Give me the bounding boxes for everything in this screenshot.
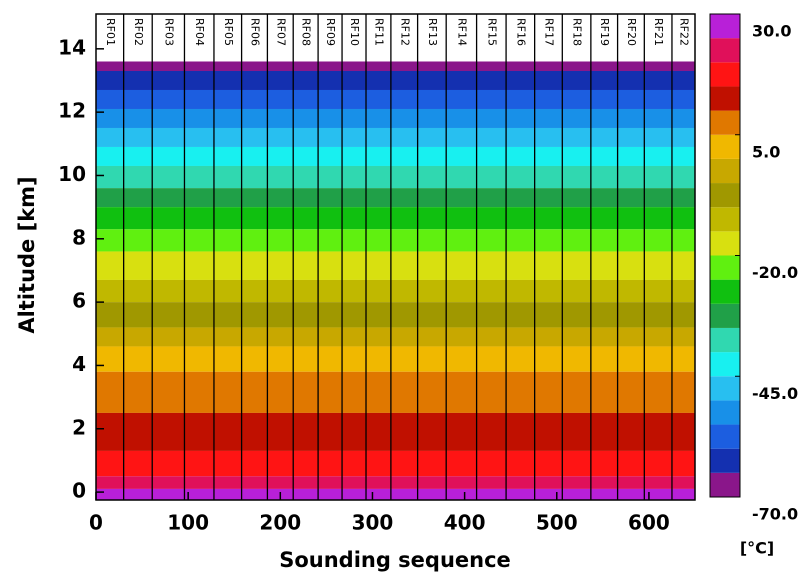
flight-label: RF01 [104, 18, 117, 46]
flight-label: RF11 [372, 18, 385, 46]
y-tick-label: 6 [72, 289, 86, 313]
temperature-band [96, 188, 695, 208]
flight-label: RF03 [162, 18, 175, 46]
flight-label: RF10 [348, 18, 361, 46]
plot-frame [95, 13, 696, 501]
x-tick-label: 0 [89, 511, 103, 535]
y-tick-label: 4 [72, 352, 86, 376]
x-tick-label: 200 [259, 511, 301, 535]
flight-label: RF07 [274, 18, 287, 46]
temperature-band [96, 146, 695, 166]
flight-label: RF22 [677, 18, 690, 46]
colorbar-tick-label: 30.0 [752, 22, 791, 41]
colorbar-swatch [710, 183, 740, 208]
colorbar-swatch [710, 207, 740, 232]
y-tick-label: 14 [58, 35, 86, 59]
temperature-band [96, 346, 695, 372]
colorbar-tick-label: -45.0 [752, 384, 798, 403]
colorbar-unit: [°C] [740, 539, 774, 558]
colorbar-swatch [710, 352, 740, 377]
flight-label: RF20 [625, 18, 638, 46]
colorbar-swatch [710, 279, 740, 304]
y-tick-label: 0 [72, 479, 86, 503]
colorbar-tick-label: -70.0 [752, 505, 798, 524]
temperature-band [96, 251, 695, 280]
flight-label: RF06 [249, 18, 262, 46]
x-tick-label: 600 [628, 511, 670, 535]
colorbar-swatch [710, 62, 740, 87]
y-tick-label: 2 [72, 415, 86, 439]
colorbar-swatch [710, 38, 740, 63]
flight-label: RF05 [222, 18, 235, 46]
flight-label: RF08 [300, 18, 313, 46]
temperature-band [96, 70, 695, 90]
colorbar-swatch [710, 231, 740, 256]
temperature-band [96, 61, 695, 71]
temperature-band [96, 207, 695, 230]
flight-label: RF21 [652, 18, 665, 46]
temperature-band [96, 279, 695, 303]
colorbar-tick-label: -20.0 [752, 263, 798, 282]
flight-label: RF09 [324, 18, 337, 46]
colorbar-swatch [710, 400, 740, 425]
temperature-band [96, 165, 695, 189]
flight-label: RF18 [571, 18, 584, 46]
x-axis-label: Sounding sequence [279, 548, 511, 572]
colorbar-swatch [710, 14, 740, 39]
y-tick-label: 10 [58, 162, 86, 186]
flight-label: RF12 [398, 18, 411, 46]
colorbar-swatch [710, 110, 740, 135]
y-axis-label: Altitude [km] [15, 176, 39, 333]
flight-label: RF19 [598, 18, 611, 46]
colorbar-swatch [710, 327, 740, 353]
colorbar-swatch [710, 303, 740, 328]
temperature-band [96, 488, 695, 500]
temperature-band [96, 302, 695, 328]
temperature-band [96, 127, 695, 147]
temperature-band [96, 476, 695, 489]
temperature-band [96, 108, 695, 128]
colorbar-swatch [710, 255, 740, 280]
x-tick-label: 500 [536, 511, 578, 535]
flight-label: RF02 [132, 18, 145, 46]
colorbar-swatch [710, 448, 740, 473]
x-tick-label: 100 [167, 511, 209, 535]
temperature-band [96, 229, 695, 252]
colorbar-swatch [710, 134, 740, 159]
flight-label: RF13 [426, 18, 439, 46]
x-tick-label: 400 [444, 511, 486, 535]
temperature-band [96, 327, 695, 347]
colorbar-tick-label: 5.0 [752, 142, 780, 161]
x-tick-label: 300 [352, 511, 394, 535]
temperature-band [96, 412, 695, 451]
y-tick-label: 8 [72, 225, 86, 249]
temperature-band [96, 371, 695, 413]
colorbar-swatch [710, 424, 740, 449]
colorbar-swatch [710, 158, 740, 184]
flight-label: RF15 [485, 18, 498, 46]
colorbar-swatch [710, 376, 740, 401]
flight-label: RF14 [455, 18, 468, 46]
colorbar-swatch [710, 86, 740, 111]
temperature-band [96, 450, 695, 477]
y-tick-label: 12 [58, 99, 86, 123]
flight-label: RF16 [514, 18, 527, 46]
flight-label: RF04 [193, 18, 206, 46]
colorbar-swatch [710, 472, 740, 497]
flight-label: RF17 [542, 18, 555, 46]
temperature-band [96, 89, 695, 109]
